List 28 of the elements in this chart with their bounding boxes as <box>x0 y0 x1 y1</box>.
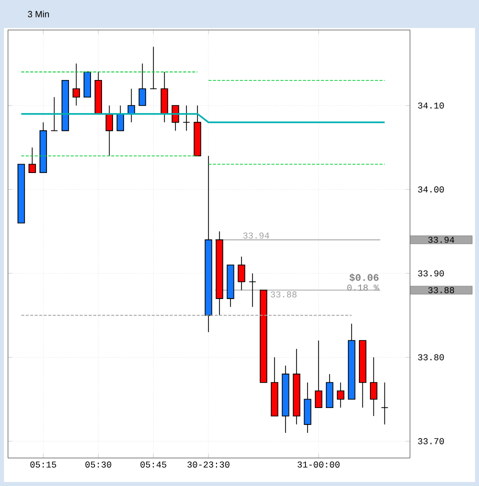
y-tick-label: 34.10 <box>418 102 444 109</box>
y-tick-label: 33.90 <box>418 270 444 276</box>
x-tick-label: 05:45 <box>140 462 166 468</box>
candlestick <box>380 382 388 425</box>
annotation: 0.18 % <box>347 284 380 291</box>
text: 33.88 <box>428 287 454 294</box>
y-tick-label: 33.80 <box>418 354 444 360</box>
chart-title: 3 Min <box>28 10 49 18</box>
candlestick <box>106 105 114 156</box>
candlestick <box>116 105 124 132</box>
x-tick-label: 31-00:00 <box>298 462 340 468</box>
y-tick-label: 34.00 <box>418 186 444 192</box>
x-tick-label: 05:30 <box>85 462 112 468</box>
x-tick-label: 05:15 <box>30 462 56 468</box>
ref-line-label: 33.88 <box>270 291 297 298</box>
candlestick <box>336 382 344 408</box>
candlestick <box>314 340 322 408</box>
candlestick <box>138 63 146 106</box>
ref-line-label: 33.94 <box>243 232 270 239</box>
candlestick <box>172 105 180 132</box>
x-tick-label: 30-23:30 <box>187 462 230 468</box>
candlestick <box>370 356 378 416</box>
candlestick <box>28 147 36 174</box>
annotation: $0.06 <box>350 273 379 282</box>
candlestick <box>238 256 246 291</box>
text: 33.94 <box>428 236 454 243</box>
candlestick <box>72 63 80 106</box>
y-tick-label: 33.70 <box>418 438 444 444</box>
